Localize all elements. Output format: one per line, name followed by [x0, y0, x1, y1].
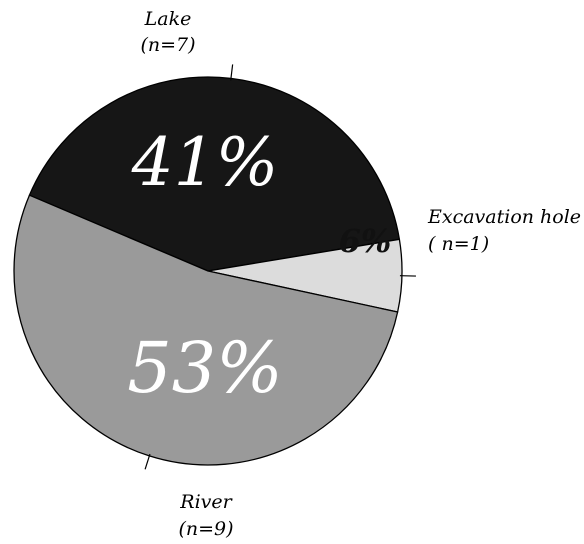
slice-category-label-excavation-hole: Excavation hole	[427, 206, 581, 228]
slice-category-label-lake: Lake	[144, 8, 192, 30]
leader-line-lake	[230, 64, 234, 81]
slice-count-label-river: (n=9)	[178, 518, 233, 540]
slice-count-label-excavation-hole: ( n=1)	[428, 233, 489, 255]
slice-percent-label-lake: 41%	[131, 124, 279, 201]
slice-count-label-lake: (n=7)	[140, 34, 195, 56]
slice-percent-label-river: 53%	[127, 327, 283, 409]
pie-slices	[13, 76, 403, 466]
slice-category-label-river: River	[179, 491, 233, 513]
leader-line-river	[144, 453, 151, 470]
slice-percent-label-excavation-hole: 6%	[339, 222, 392, 260]
leader-lines	[144, 64, 416, 470]
